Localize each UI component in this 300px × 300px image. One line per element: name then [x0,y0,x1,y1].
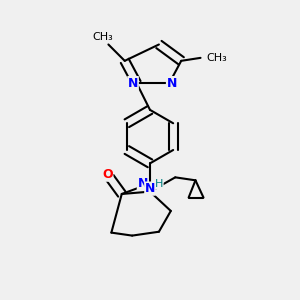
Text: N: N [137,177,148,190]
Text: CH₃: CH₃ [206,53,226,63]
Text: N: N [145,182,155,195]
Text: H: H [155,178,163,189]
Text: N: N [167,76,177,90]
Text: O: O [102,168,113,181]
Text: CH₃: CH₃ [93,32,113,41]
Text: N: N [128,76,138,90]
